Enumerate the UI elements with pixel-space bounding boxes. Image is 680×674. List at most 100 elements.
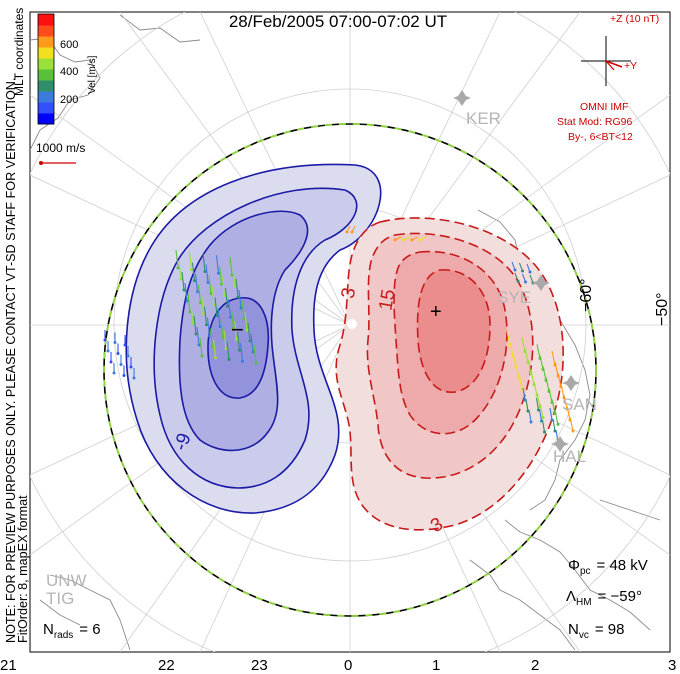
- vector-origin: [524, 280, 527, 284]
- velocity-vector: [535, 397, 540, 411]
- vector-origin: [129, 365, 133, 369]
- colorbar-segment: [38, 80, 54, 92]
- vector-origin: [217, 271, 220, 275]
- vector-origin: [556, 422, 560, 426]
- velocity-vector: [241, 300, 245, 320]
- imf-condition: By-, 6<BT<12: [568, 131, 633, 143]
- vector-origin: [215, 314, 219, 317]
- coordinates-label: MLT coordinates: [12, 8, 26, 96]
- imf-source: OMNI IMF: [580, 101, 628, 113]
- velocity-vector: [527, 359, 532, 374]
- colorbar-tick-600: 600: [60, 39, 78, 51]
- vector-origin: [109, 360, 113, 364]
- velocity-vector: [566, 405, 571, 421]
- velocity-vector: [187, 293, 191, 313]
- vector-origin: [516, 279, 520, 283]
- velocity-vector: [223, 330, 227, 349]
- velocity-colorbar: 600 400 200 Vel [m/s]: [37, 13, 98, 125]
- negative-contour-4: [207, 297, 270, 399]
- colorbar-segment: [38, 25, 54, 37]
- velocity-vector: [236, 332, 241, 351]
- velocity-vector: [524, 348, 529, 363]
- n-vc-stat: Nvc = 98: [568, 621, 624, 641]
- velocity-vector: [203, 306, 208, 325]
- vector-origin: [229, 315, 232, 319]
- velocity-vector: [191, 262, 196, 281]
- velocity-vector: [235, 278, 239, 298]
- imf-model: Stat Mod: RG96: [557, 116, 632, 128]
- velocity-vector: [545, 377, 550, 392]
- velocity-vector: [560, 383, 565, 399]
- velocity-vector: [554, 410, 559, 425]
- velocity-vector: [202, 253, 206, 272]
- vector-origin: [221, 336, 225, 339]
- vector-origin: [200, 354, 204, 358]
- velocity-vector: [509, 341, 514, 357]
- hm-boundary-overlay: [103, 123, 597, 617]
- colorbar-tick-200: 200: [60, 94, 78, 106]
- vector-origin: [230, 273, 234, 277]
- colorbar-segment: [38, 58, 54, 70]
- vector-origin: [203, 270, 207, 273]
- velocity-vector: [533, 381, 538, 396]
- vector-origin: [238, 348, 241, 352]
- velocity-vector: [539, 403, 544, 418]
- velocity-vector: [188, 251, 193, 270]
- velocity-vector: [211, 286, 215, 305]
- velocity-vector: [247, 322, 251, 342]
- vector-origin: [193, 279, 196, 283]
- velocity-vector: [536, 392, 541, 407]
- positive-potential-cell: [335, 217, 564, 531]
- vector-origin: [103, 338, 107, 342]
- vector-origin: [401, 238, 405, 242]
- contour-label-neg9: -9: [170, 430, 196, 453]
- vector-origin: [543, 430, 546, 434]
- mlt-tick-3: 3: [668, 657, 676, 674]
- velocity-vector: [538, 408, 543, 422]
- velocity-vector: [521, 337, 526, 352]
- potential-min-marker: −: [231, 317, 244, 342]
- vector-origin: [248, 339, 252, 343]
- vector-origin: [513, 268, 517, 272]
- velocity-vector: [238, 289, 242, 309]
- colorbar-segment: [38, 91, 54, 103]
- colorbar-tick-400: 400: [60, 66, 78, 78]
- vector-origin: [113, 341, 117, 344]
- vector-origin: [521, 269, 524, 273]
- velocity-vector: [528, 409, 532, 423]
- velocity-vector: [209, 328, 214, 347]
- velocity-vector: [239, 343, 244, 362]
- velocity-vector: [221, 277, 226, 296]
- vector-scale-label: 1000 m/s: [36, 141, 85, 155]
- negative-potential-cell: [125, 163, 382, 514]
- colorbar-segment: [38, 47, 54, 59]
- contour-label-3-top: 3: [338, 286, 361, 300]
- velocity-vector: [549, 407, 553, 421]
- vector-origin: [220, 282, 223, 286]
- vector-origin: [345, 230, 349, 234]
- potential-max-marker: +: [430, 301, 442, 323]
- lat-label-50: −50°: [654, 292, 671, 326]
- velocity-vector: [229, 256, 233, 276]
- station-label-san: SAN: [562, 395, 597, 414]
- station-marker: [453, 90, 471, 106]
- velocity-vector: [206, 317, 211, 336]
- vector-origin: [393, 238, 397, 242]
- colorbar-segment: [38, 102, 54, 114]
- velocity-vector: [522, 387, 526, 401]
- velocity-vector: [194, 273, 199, 292]
- vector-origin: [227, 358, 231, 361]
- map-statistics: Φpc = 48 kV ΛHM = −59° Nvc = 98 Nrads = 6: [43, 557, 648, 641]
- vector-origin: [571, 429, 575, 433]
- pole-dot: [347, 319, 357, 329]
- station-label-ker: KER: [466, 109, 501, 128]
- vector-origin: [123, 343, 127, 347]
- mlt-tick-22: 22: [158, 657, 175, 674]
- velocity-vector: [250, 333, 254, 353]
- velocity-vector: [253, 344, 257, 364]
- vector-origin: [233, 284, 237, 288]
- vector-origin: [212, 303, 216, 306]
- colorbar-segment: [38, 69, 54, 81]
- velocity-vector: [569, 416, 574, 432]
